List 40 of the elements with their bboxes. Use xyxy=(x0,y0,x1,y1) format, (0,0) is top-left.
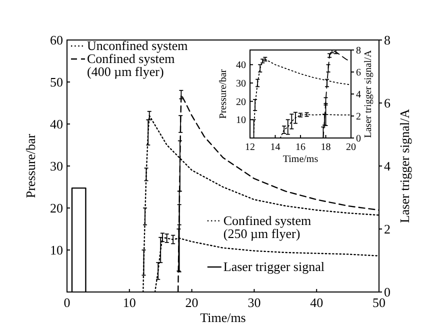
y2-axis-title: Laser trigger signal/A xyxy=(363,49,374,138)
y-tick-label: 20 xyxy=(50,200,63,216)
x-tick-label: 18 xyxy=(320,142,331,153)
y2-tick-label: 0 xyxy=(356,134,361,144)
x-tick-label: 12 xyxy=(245,142,255,153)
x-tick-label: 40 xyxy=(310,295,324,310)
legend-label: Confined system (250 µm flyer) xyxy=(223,212,312,241)
y2-axis-title: Laser trigger signal/A xyxy=(397,108,412,224)
y2-tick-label: 6 xyxy=(384,96,391,111)
x-tick-label: 50 xyxy=(372,295,386,310)
y2-tick-label: 8 xyxy=(384,32,390,48)
y-tick-label: 60 xyxy=(50,32,63,48)
x-tick-label: 30 xyxy=(248,295,261,310)
y2-tick-label: 4 xyxy=(384,158,391,174)
y-axis-title: Pressure/bar xyxy=(23,133,38,198)
x-tick-label: 10 xyxy=(122,295,136,310)
y-tick-label: 10 xyxy=(50,242,63,258)
x-tick-label: 20 xyxy=(185,295,198,310)
legend-label: Unconfined system xyxy=(87,38,188,53)
y2-tick-label: 4 xyxy=(356,90,361,100)
x-tick-label: 14 xyxy=(270,142,280,153)
y-tick-label: 30 xyxy=(236,78,246,90)
y-tick-label: 30 xyxy=(50,158,63,174)
y-tick-label: 50 xyxy=(50,74,63,90)
legend-label: Laser trigger signal xyxy=(223,259,325,274)
y-tick-label: 20 xyxy=(236,96,246,108)
x-axis-title: Time/ms xyxy=(200,310,246,325)
y2-tick-label: 2 xyxy=(356,112,361,122)
y2-tick-label: 6 xyxy=(356,68,361,78)
x-tick-label: 0 xyxy=(64,295,70,310)
y2-tick-label: 2 xyxy=(384,222,390,237)
y2-tick-label: 0 xyxy=(384,284,390,300)
y-tick-label: 40 xyxy=(50,116,63,132)
y-tick-label: 10 xyxy=(236,115,246,126)
y-tick-label: 40 xyxy=(236,60,246,72)
x-axis-title: Time/ms xyxy=(282,154,318,165)
y2-tick-label: 8 xyxy=(356,46,361,56)
y-axis-title: Pressure/bar xyxy=(218,68,229,119)
x-tick-label: 20 xyxy=(346,142,356,153)
x-tick-label: 16 xyxy=(296,142,306,153)
